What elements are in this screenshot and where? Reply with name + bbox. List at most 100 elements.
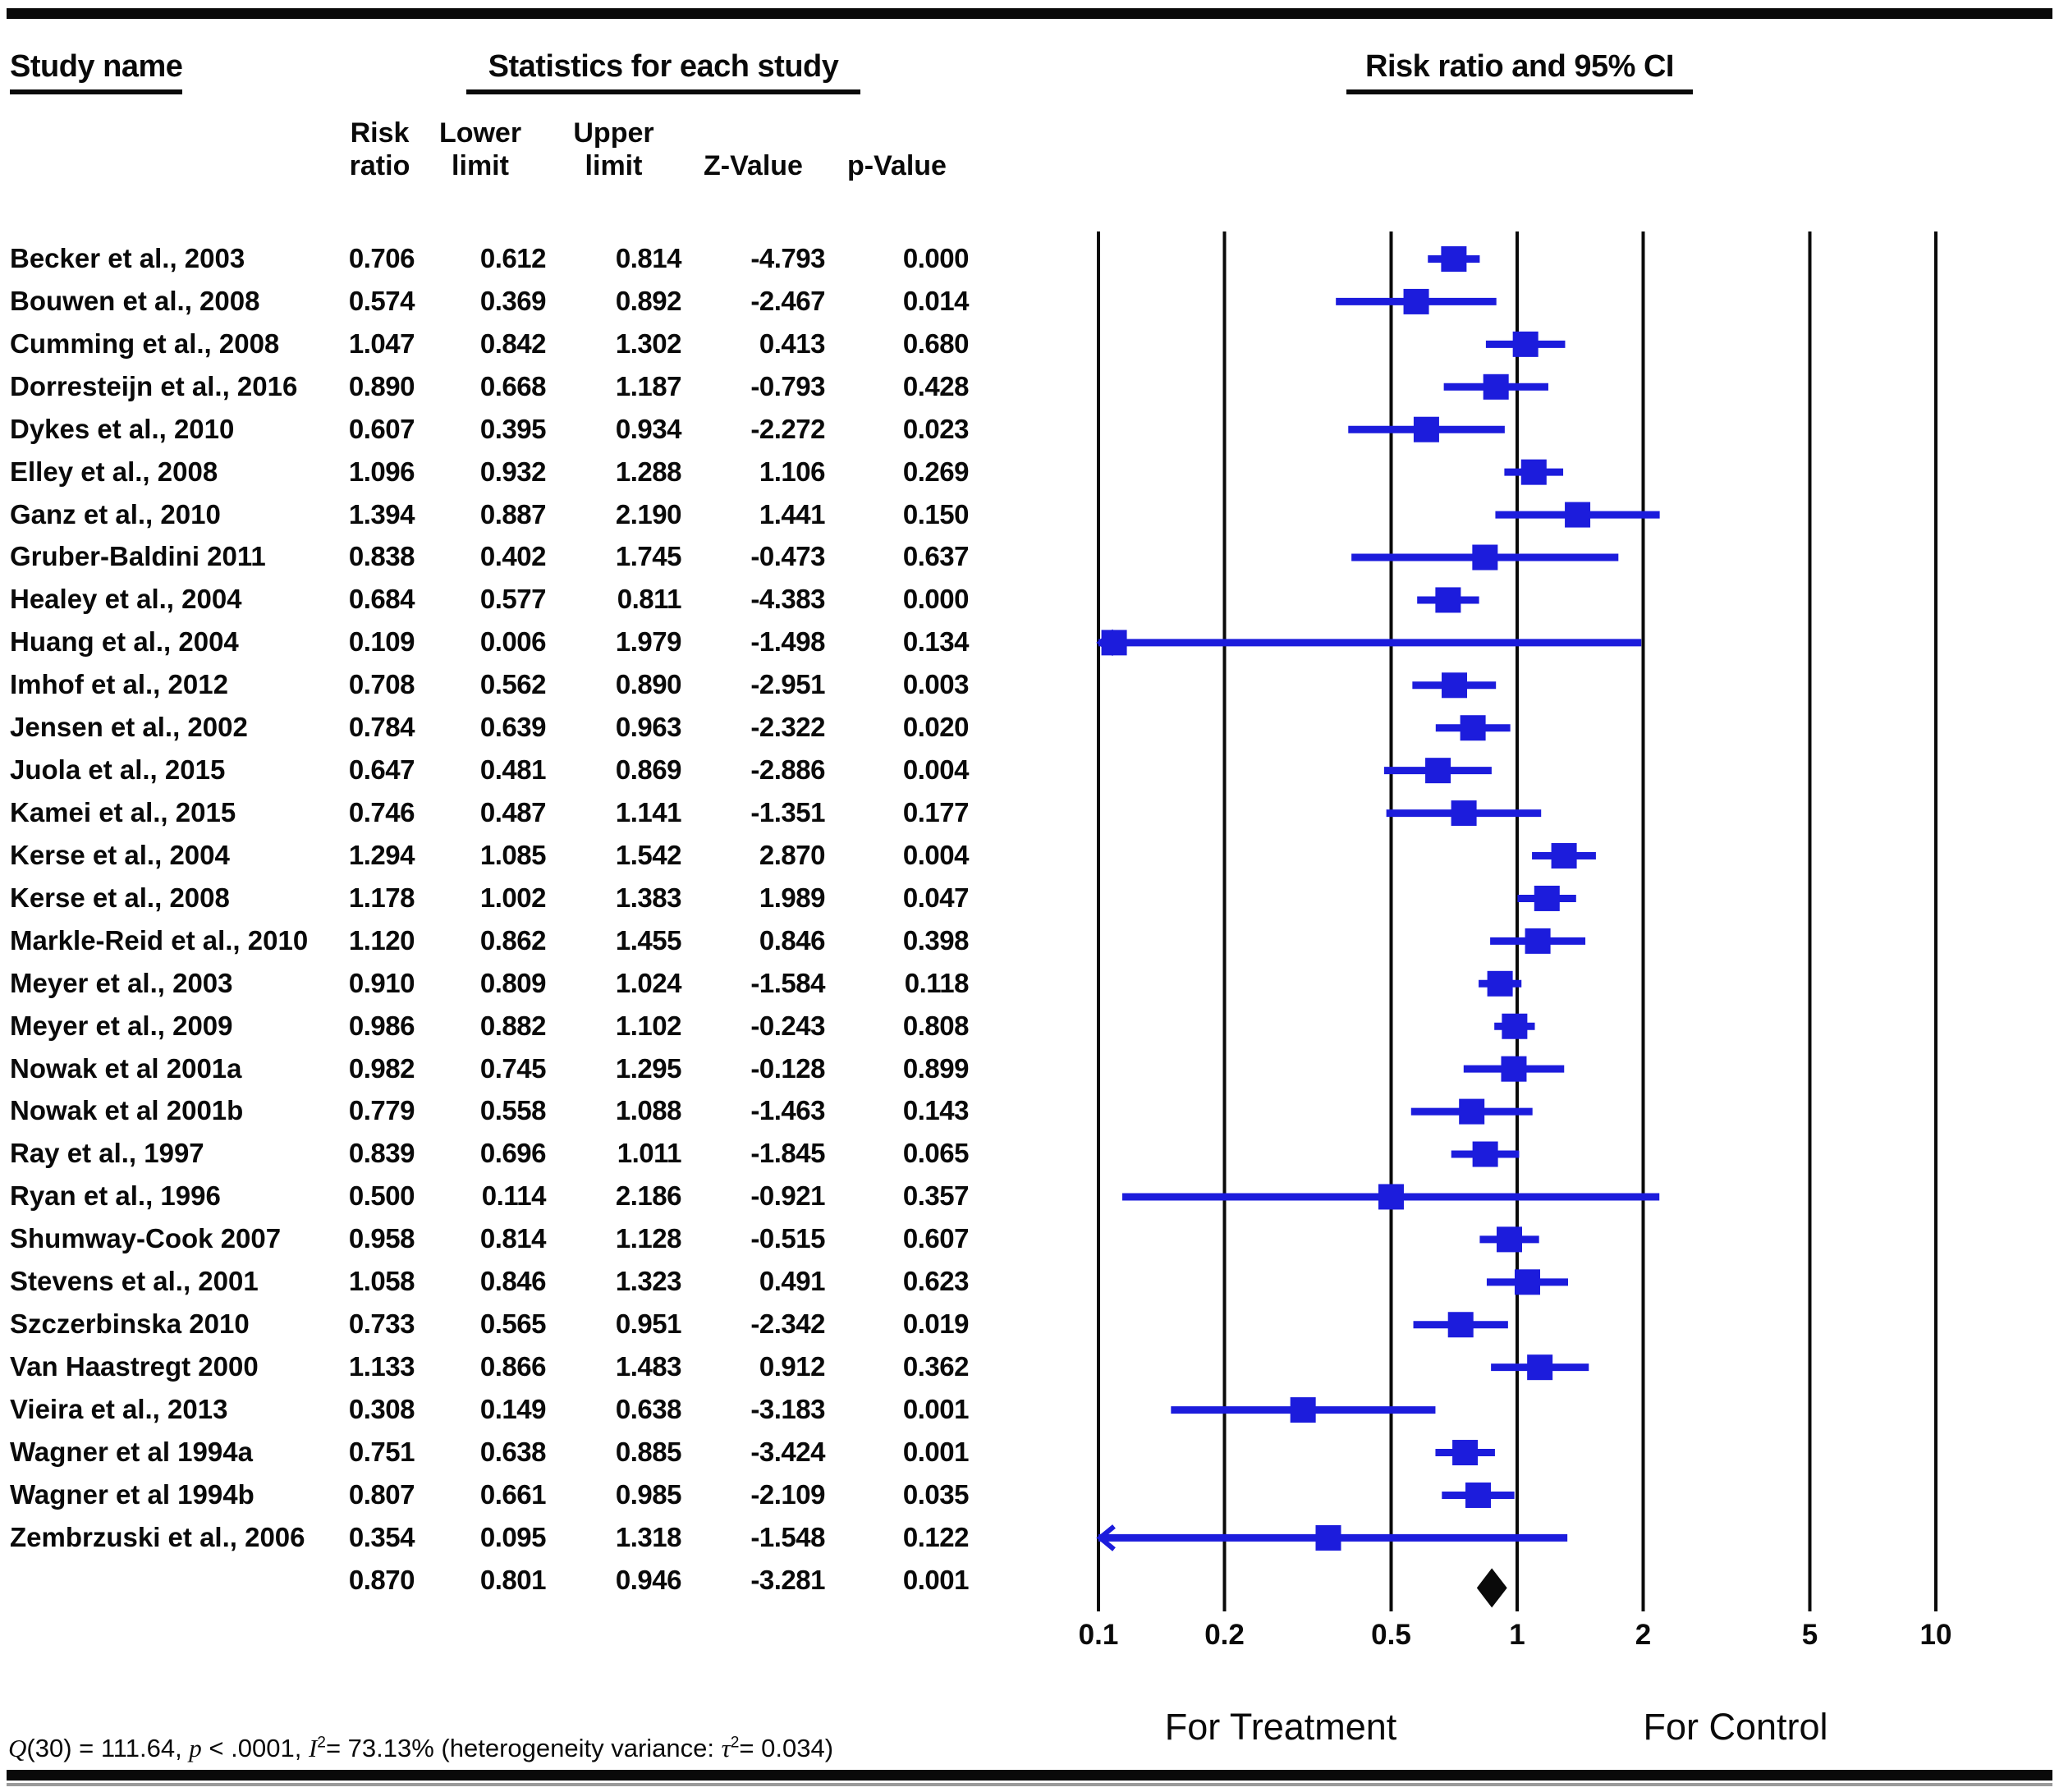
treatment-axis-label: For Treatment	[1164, 1706, 1397, 1748]
upper-limit-cell: 1.323	[615, 1266, 682, 1297]
x-tick-label-0.1: 0.1	[1078, 1619, 1119, 1651]
lower-limit-cell: 0.887	[479, 498, 547, 529]
risk-ratio-square	[1441, 246, 1467, 272]
z-value-cell: 0.846	[759, 924, 826, 956]
lower-limit-cell: 0.577	[479, 584, 547, 615]
risk-ratio-cell: 1.178	[348, 882, 415, 913]
col-upper-limit: Upper limit	[573, 117, 654, 181]
lower-limit-cell: 1.002	[479, 882, 547, 913]
p-value-cell: 0.680	[902, 328, 970, 359]
lower-limit-cell: 0.932	[479, 456, 547, 487]
risk-ratio-square	[1290, 1397, 1316, 1423]
risk-ratio-square	[1501, 1056, 1527, 1082]
risk-ratio-square	[1435, 587, 1461, 613]
p-value-cell: 0.023	[902, 413, 970, 444]
risk-ratio-square	[1315, 1524, 1341, 1551]
lower-limit-cell: 0.842	[479, 328, 547, 359]
study-name-cell: Meyer et al., 2003	[10, 967, 233, 998]
z-value-cell: -2.272	[750, 413, 825, 444]
footnote-segment: τ	[721, 1734, 731, 1762]
p-value-cell: 0.003	[902, 669, 970, 700]
footnote-segment: (30) = 111.64,	[26, 1734, 190, 1762]
study-name-cell: Markle-Reid et al., 2010	[10, 924, 309, 956]
risk-ratio-cell: 1.096	[348, 456, 415, 487]
study-name-cell: Huang et al., 2004	[10, 626, 239, 658]
risk-ratio-cell: 0.109	[348, 626, 415, 658]
risk-ratio-cell: 0.647	[348, 754, 415, 786]
upper-limit-cell: 1.318	[615, 1521, 682, 1552]
col-risk-ratio: Risk ratio	[349, 117, 410, 181]
z-value-cell: -0.921	[750, 1180, 825, 1212]
risk-ratio-square	[1487, 970, 1513, 997]
upper-limit-cell: 0.638	[615, 1393, 682, 1424]
risk-ratio-cell: 0.890	[348, 370, 415, 401]
z-value-cell: 2.870	[759, 839, 826, 870]
footnote-segment: < .0001,	[201, 1734, 309, 1762]
upper-limit-cell: 1.302	[615, 328, 682, 359]
risk-ratio-square	[1447, 1312, 1474, 1338]
study-name-cell: Elley et al., 2008	[10, 456, 218, 487]
lower-limit-cell: 1.085	[479, 839, 547, 870]
p-value-cell: 0.122	[902, 1521, 970, 1552]
study-name-cell: Cumming et al., 2008	[10, 328, 280, 359]
risk-ratio-square	[1551, 843, 1577, 869]
p-value-cell: 0.000	[902, 243, 970, 273]
study-name-cell: Nowak et al 2001b	[10, 1095, 244, 1126]
lower-limit-cell: 0.395	[479, 413, 547, 444]
risk-ratio-cell: 0.784	[348, 712, 415, 743]
lower-limit-cell: 0.481	[479, 754, 547, 786]
study-name-cell: Kamei et al., 2015	[10, 796, 236, 827]
upper-limit-cell: 0.934	[615, 413, 682, 444]
upper-limit-cell: 0.869	[615, 754, 682, 786]
study-name-cell: Shumway-Cook 2007	[10, 1223, 282, 1254]
upper-limit-cell: 1.455	[615, 924, 682, 956]
p-value-cell: 0.035	[902, 1478, 970, 1510]
risk-ratio-cell: 0.308	[348, 1393, 415, 1424]
risk-ratio-cell: 0.807	[348, 1478, 415, 1510]
lower-limit-cell: 0.006	[479, 626, 547, 658]
lower-limit-cell: 0.862	[479, 924, 547, 956]
risk-ratio-square	[1525, 928, 1551, 954]
risk-ratio-square	[1472, 544, 1498, 571]
z-value-cell: -2.951	[750, 669, 825, 700]
risk-ratio-cell: 0.751	[348, 1436, 415, 1467]
p-value-cell: 0.000	[902, 584, 970, 615]
upper-limit-cell: 0.890	[615, 669, 682, 700]
risk-ratio-cell: 0.838	[348, 541, 415, 572]
risk-ratio-square	[1452, 1440, 1479, 1466]
lower-limit-cell: 0.612	[479, 243, 547, 273]
x-tick-label-1: 1	[1509, 1619, 1525, 1651]
risk-ratio-square	[1460, 715, 1486, 741]
lower-limit-cell: 0.487	[479, 796, 547, 827]
risk-ratio-cell: 0.746	[348, 796, 415, 827]
z-value-cell: -2.342	[750, 1308, 825, 1340]
p-value-cell: 0.623	[902, 1266, 970, 1297]
statistics-header: Statistics for each study	[466, 49, 860, 94]
upper-limit-cell: 1.383	[615, 882, 682, 913]
risk-ratio-cell: 0.607	[348, 413, 415, 444]
lower-limit-cell: 0.882	[479, 1010, 547, 1041]
study-name-cell: Becker et al., 2003	[10, 243, 245, 273]
upper-limit-cell: 0.814	[615, 243, 682, 273]
risk-ratio-square	[1403, 288, 1429, 314]
upper-limit-cell: 1.288	[615, 456, 682, 487]
x-tick-label-2: 2	[1635, 1619, 1652, 1651]
control-axis-label: For Control	[1643, 1706, 1828, 1748]
risk-ratio-square	[1512, 331, 1539, 357]
study-name-cell: Szczerbinska 2010	[10, 1308, 250, 1340]
lower-limit-cell: 0.661	[479, 1478, 547, 1510]
risk-ratio-square	[1565, 502, 1591, 528]
z-value-cell: -0.473	[750, 541, 825, 572]
p-value-cell: 0.398	[902, 924, 970, 956]
footnote-segment: 2	[730, 1734, 740, 1752]
risk-ratio-cell: 0.706	[348, 243, 415, 273]
upper-limit-cell: 1.295	[615, 1052, 682, 1084]
statistics-table: Becker et al., 2003 0.706 0.612 0.814 -4.793…	[10, 237, 970, 1602]
upper-limit-cell: 2.186	[615, 1180, 682, 1212]
z-value-cell: 1.441	[759, 498, 826, 529]
risk-ratio-cell: 0.574	[348, 285, 415, 316]
risk-ratio-cell: 0.839	[348, 1138, 415, 1169]
risk-ratio-square	[1451, 800, 1477, 827]
bottom-border	[7, 1770, 2052, 1781]
